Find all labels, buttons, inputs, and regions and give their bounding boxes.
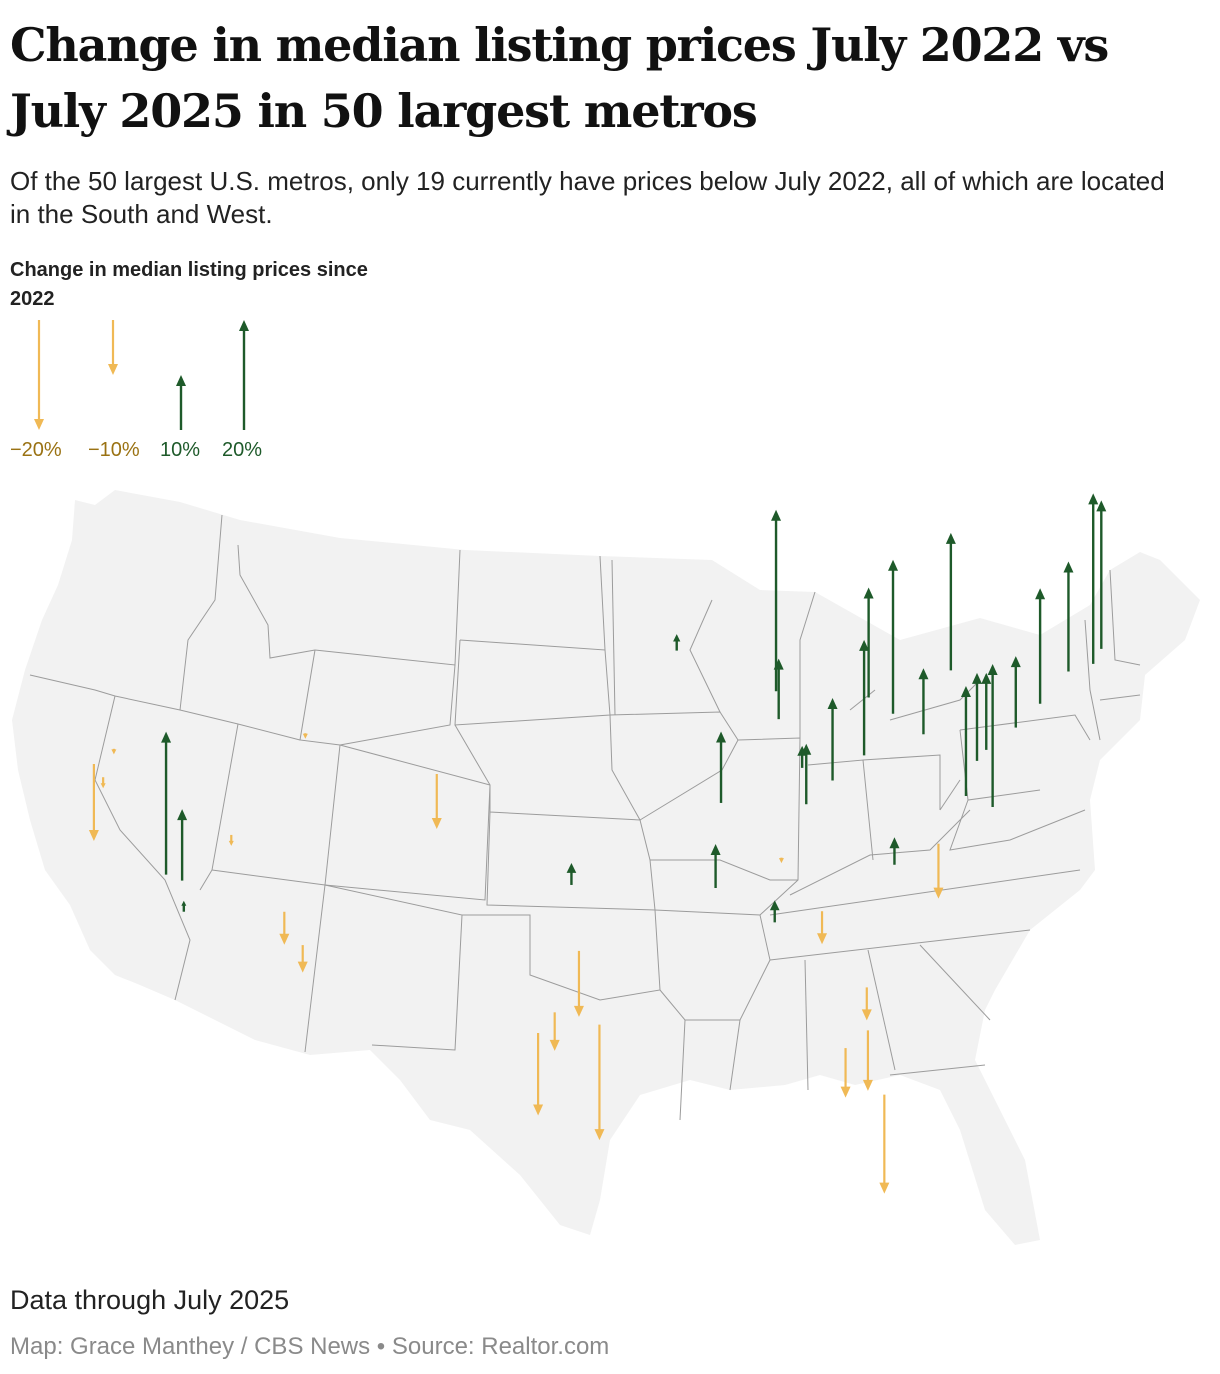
legend-arrow — [108, 320, 118, 375]
metro-arrow — [1035, 588, 1046, 704]
metro-arrow — [771, 509, 782, 692]
metro-arrow — [228, 834, 234, 846]
metro-arrow — [801, 743, 812, 805]
metro-arrow — [918, 668, 929, 735]
metro-arrow — [859, 639, 870, 756]
us-land — [12, 490, 1200, 1245]
metro-arrow — [769, 900, 780, 923]
legend-title: Change in median listing prices since 20… — [10, 259, 368, 310]
metro-arrow — [549, 1012, 560, 1051]
metro-arrow — [594, 1024, 605, 1141]
metro-arrow — [673, 634, 681, 651]
metro-arrow — [879, 1094, 890, 1194]
metro-arrow — [88, 764, 99, 842]
metro-arrow — [177, 809, 188, 881]
metro-arrow — [297, 945, 308, 973]
metro-arrow — [889, 837, 900, 865]
chart-title: Change in median listing prices July 202… — [10, 18, 1109, 138]
metro-arrow — [111, 748, 117, 755]
metro-arrow — [1096, 500, 1107, 649]
legend-label-minus-20: −20% — [10, 439, 62, 461]
metro-arrow — [987, 663, 998, 807]
legend-label-minus-10: −10% — [88, 439, 140, 461]
metro-arrow — [945, 532, 956, 671]
metro-arrow — [181, 900, 187, 912]
metro-arrow — [431, 773, 442, 829]
metro-arrow — [716, 731, 727, 803]
metro-arrow — [573, 950, 584, 1017]
state-borders — [29, 514, 1141, 1121]
metro-arrow — [863, 587, 874, 698]
legend-label-plus-20: 20% — [222, 439, 263, 461]
metro-arrow — [533, 1032, 544, 1116]
legend-arrow — [176, 375, 186, 430]
metro-arrow — [710, 843, 721, 888]
metro-arrow — [861, 987, 872, 1021]
legend-arrow — [34, 320, 44, 430]
metro-arrow — [817, 911, 828, 945]
metro-arrow — [1063, 561, 1074, 672]
metro-arrow — [566, 862, 577, 885]
metro-arrow — [100, 777, 106, 789]
metro-arrow — [1010, 656, 1021, 728]
source-credit: Map: Grace Manthey / CBS News • Source: … — [10, 1333, 610, 1360]
legend-arrows — [34, 320, 249, 430]
metro-arrow — [933, 843, 944, 899]
metro-arrow — [279, 911, 290, 945]
metro-arrow — [960, 686, 971, 797]
metro-arrow — [1088, 493, 1099, 664]
metro-arrow — [778, 857, 784, 864]
metro-arrow — [972, 672, 983, 761]
metro-arrows — [88, 493, 1107, 1194]
metro-arrow — [981, 672, 992, 750]
metro-arrow — [888, 559, 899, 714]
chart-subtitle: Of the 50 largest U.S. metros, only 19 c… — [10, 166, 1165, 229]
legend-label-plus-10: 10% — [160, 439, 201, 461]
data-note: Data through July 2025 — [10, 1285, 290, 1315]
metro-arrow — [827, 697, 838, 781]
metro-arrow — [862, 1030, 873, 1091]
legend-arrow — [239, 320, 249, 430]
metro-arrow — [161, 731, 172, 875]
metro-arrow — [302, 733, 308, 739]
metro-arrow — [840, 1048, 851, 1098]
